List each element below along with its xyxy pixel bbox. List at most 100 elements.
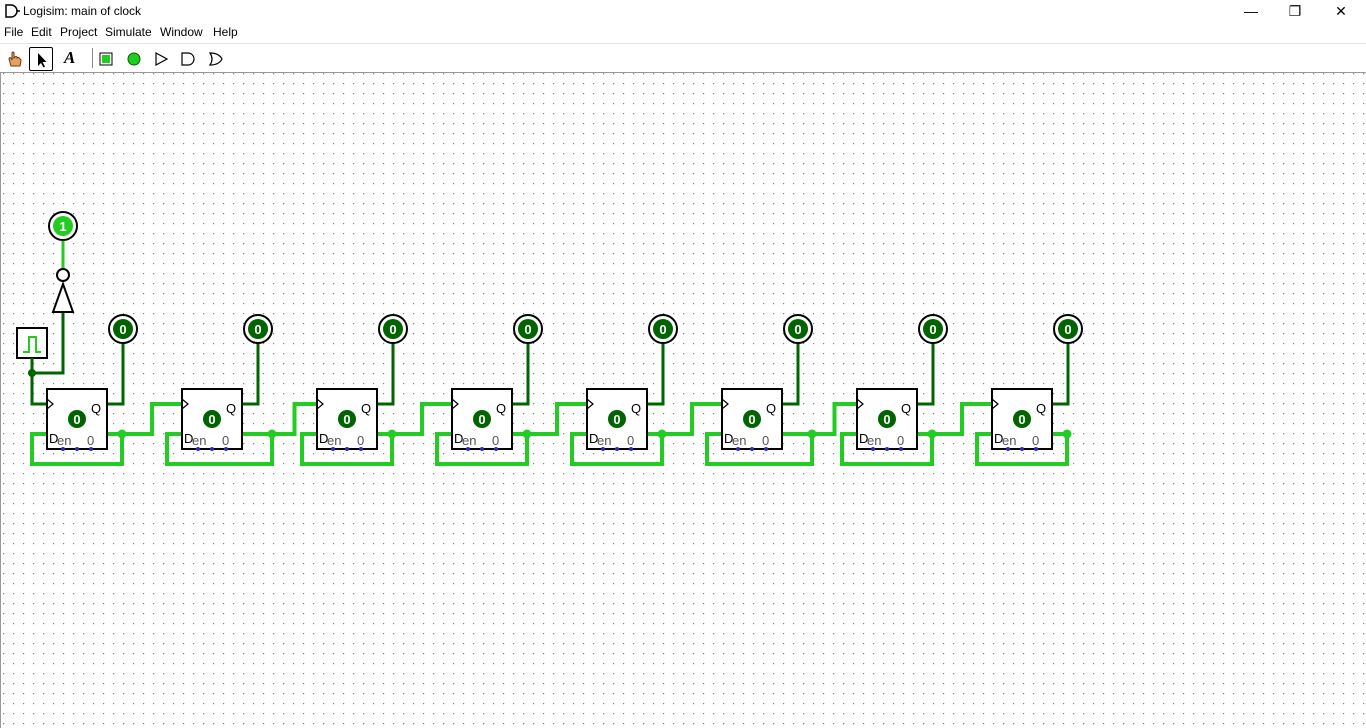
output-probe-value: 0	[659, 322, 666, 337]
q-wire	[242, 343, 260, 406]
flipflop-state-value: 0	[343, 412, 350, 427]
menu-help[interactable]: Help	[213, 25, 238, 39]
and-gate-icon[interactable]	[176, 47, 200, 71]
flipflop-q-label: Q	[766, 401, 776, 416]
clock-chain-wire	[662, 402, 722, 436]
output-probe-fill	[518, 319, 538, 339]
feedback-wire	[435, 432, 529, 466]
state-indicator	[338, 410, 356, 428]
flipflop-pin	[345, 447, 349, 451]
flipflop-pin	[196, 447, 200, 451]
menu-window[interactable]: Window	[160, 25, 203, 39]
flipflop-state-value: 0	[748, 412, 755, 427]
flipflop-pin	[764, 447, 768, 451]
flipflop-zero-label: 0	[897, 433, 904, 448]
state-indicator	[608, 410, 626, 428]
state-indicator	[203, 410, 221, 428]
flipflop-zero-label: 0	[492, 433, 499, 448]
clock-chain-wire	[812, 402, 857, 436]
minimize-button[interactable]: —	[1244, 3, 1258, 19]
output-probe-fill	[788, 319, 808, 339]
hand-poke-icon[interactable]	[3, 47, 27, 71]
or-gate-icon[interactable]	[204, 47, 228, 71]
clock-chain-wire	[932, 402, 992, 436]
flipflop-q-label: Q	[496, 401, 506, 416]
flipflop-en-label: en	[867, 433, 881, 448]
flipflop-q-label: Q	[91, 401, 101, 416]
flipflop-d-label: D	[319, 431, 328, 446]
wire-junction	[1062, 429, 1072, 439]
not-gate[interactable]	[51, 268, 75, 313]
flipflop-state-value: 0	[883, 412, 890, 427]
flipflop-d-label: D	[454, 431, 463, 446]
flipflop-pin	[736, 447, 740, 451]
output-probe-fill	[113, 319, 133, 339]
flipflop-state-value: 0	[1018, 412, 1025, 427]
close-button[interactable]: ✕	[1335, 3, 1347, 19]
output-probe-value: 0	[524, 322, 531, 337]
menu-file[interactable]: File	[4, 25, 24, 39]
clock-chain-wire	[392, 402, 452, 436]
menu-simulate[interactable]: Simulate	[105, 25, 152, 39]
state-indicator	[878, 410, 896, 428]
not-gate-icon[interactable]	[150, 47, 174, 71]
flipflop-pin	[871, 447, 875, 451]
input-pin-icon[interactable]	[94, 47, 118, 71]
flipflop-state-value: 0	[208, 412, 215, 427]
flipflop-zero-label: 0	[222, 433, 229, 448]
flipflop-pin	[899, 447, 903, 451]
menu-edit[interactable]: Edit	[31, 25, 52, 39]
output-pin-icon[interactable]	[122, 47, 146, 71]
flipflop-pin	[885, 447, 889, 451]
q-wire	[512, 343, 530, 406]
menu-project[interactable]: Project	[60, 25, 98, 39]
flipflop-d-label: D	[724, 431, 733, 446]
feedback-wire	[975, 432, 1069, 466]
select-arrow-icon[interactable]	[29, 47, 53, 71]
flipflop-pin	[480, 447, 484, 451]
feedback-wire	[840, 432, 934, 466]
output-probe-fill	[383, 319, 403, 339]
text-tool-icon[interactable]: A	[58, 47, 82, 71]
flipflop-state-value: 0	[73, 412, 80, 427]
flipflop-pin	[210, 447, 214, 451]
flipflop-d-label: D	[589, 431, 598, 446]
feedback-wire	[570, 432, 664, 466]
flipflop-state-value: 0	[478, 412, 485, 427]
flipflop-pin	[1020, 447, 1024, 451]
q-wire	[107, 343, 125, 406]
flipflop-d-label: D	[184, 431, 193, 446]
flipflop-pin	[1034, 447, 1038, 451]
flipflop-pin	[89, 447, 93, 451]
q-wire	[377, 343, 395, 406]
output-probe-fill	[923, 319, 943, 339]
top-probe-value: 1	[59, 219, 66, 234]
flipflop-en-label: en	[57, 433, 71, 448]
flipflop-en-label: en	[1002, 433, 1016, 448]
output-probe-value: 0	[794, 322, 801, 337]
output-probe-value: 0	[389, 322, 396, 337]
title-bar: Logisim: main of clock — ❐ ✕	[0, 0, 1366, 22]
flipflop-pin	[629, 447, 633, 451]
flipflop-pin	[61, 447, 65, 451]
clock-chain-wire	[122, 402, 182, 436]
maximize-button[interactable]: ❐	[1288, 3, 1302, 19]
clock-input[interactable]	[16, 327, 48, 359]
flipflop-q-label: Q	[226, 401, 236, 416]
output-probe-value: 0	[929, 322, 936, 337]
flipflop-pin	[601, 447, 605, 451]
flipflop-zero-label: 0	[762, 433, 769, 448]
toolbar: A	[0, 43, 1366, 73]
flipflop-pin	[494, 447, 498, 451]
flipflop-en-label: en	[732, 433, 746, 448]
